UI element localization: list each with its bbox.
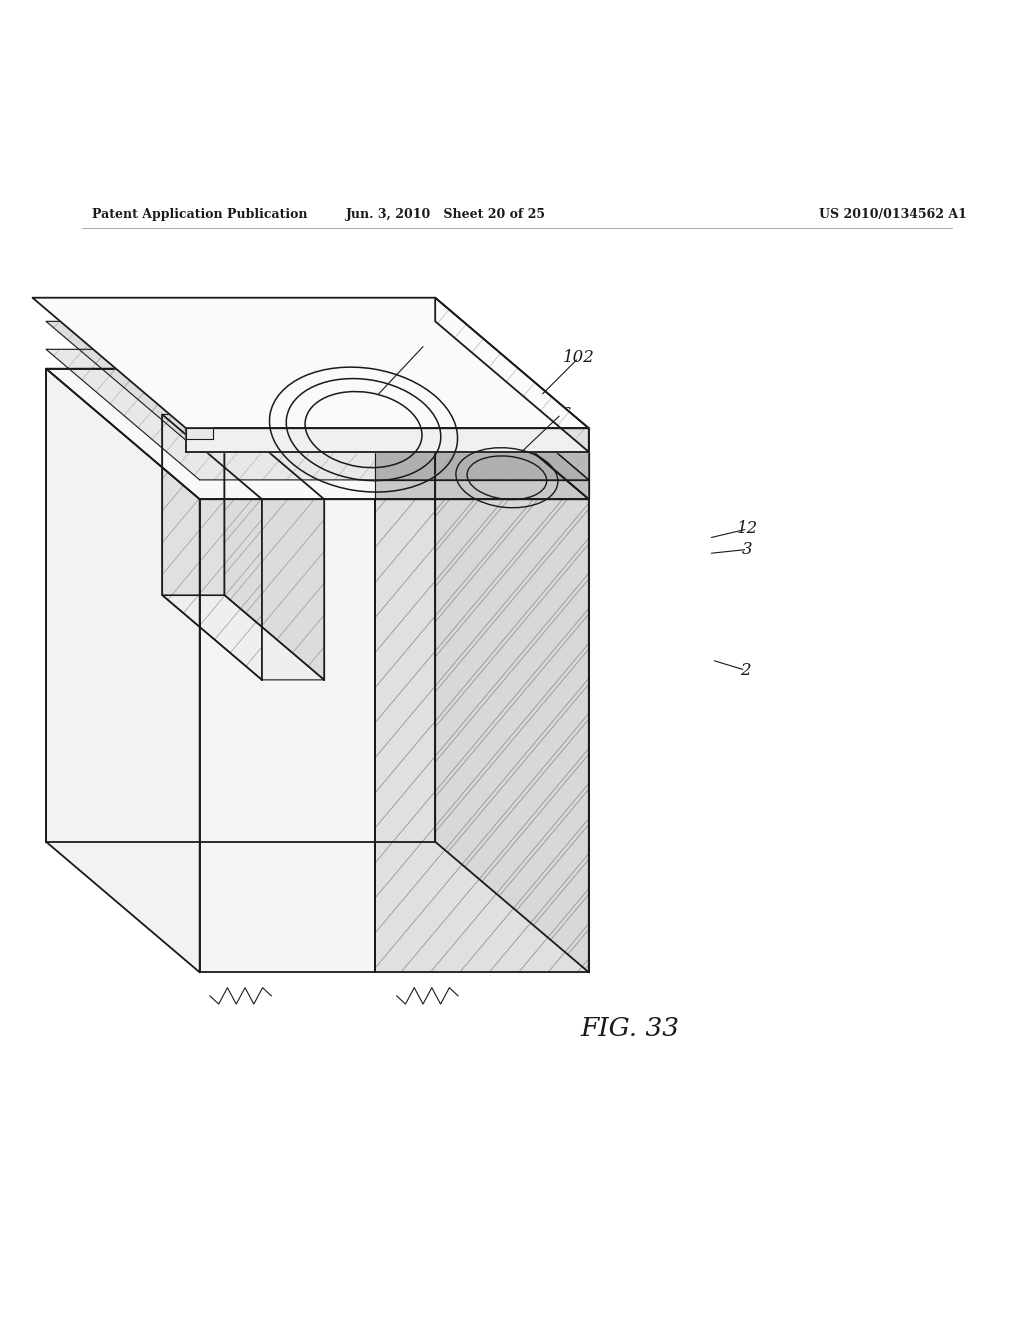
Polygon shape [162, 414, 224, 595]
Polygon shape [375, 480, 589, 499]
Polygon shape [162, 595, 325, 680]
Polygon shape [46, 321, 589, 451]
Polygon shape [375, 451, 589, 480]
Polygon shape [46, 368, 589, 499]
Polygon shape [33, 298, 589, 428]
Text: 25: 25 [415, 337, 435, 354]
Text: 12: 12 [737, 520, 758, 537]
Polygon shape [200, 499, 375, 973]
Text: 2: 2 [740, 661, 751, 678]
Text: Jun. 3, 2010   Sheet 20 of 25: Jun. 3, 2010 Sheet 20 of 25 [345, 209, 546, 220]
Text: Patent Application Publication: Patent Application Publication [92, 209, 307, 220]
Polygon shape [162, 414, 262, 680]
Polygon shape [186, 428, 589, 451]
Text: 102: 102 [562, 350, 595, 367]
Polygon shape [46, 368, 435, 842]
Polygon shape [46, 350, 589, 480]
Polygon shape [186, 428, 213, 440]
Text: 3: 3 [742, 541, 753, 558]
Polygon shape [46, 368, 200, 973]
Polygon shape [435, 350, 589, 499]
Polygon shape [375, 499, 589, 973]
Polygon shape [435, 368, 589, 973]
Polygon shape [435, 298, 589, 451]
Polygon shape [435, 321, 589, 480]
Text: FIG. 33: FIG. 33 [581, 1016, 679, 1041]
Text: US 2010/0134562 A1: US 2010/0134562 A1 [819, 209, 967, 220]
Polygon shape [224, 414, 325, 680]
Text: 26: 26 [551, 405, 571, 422]
